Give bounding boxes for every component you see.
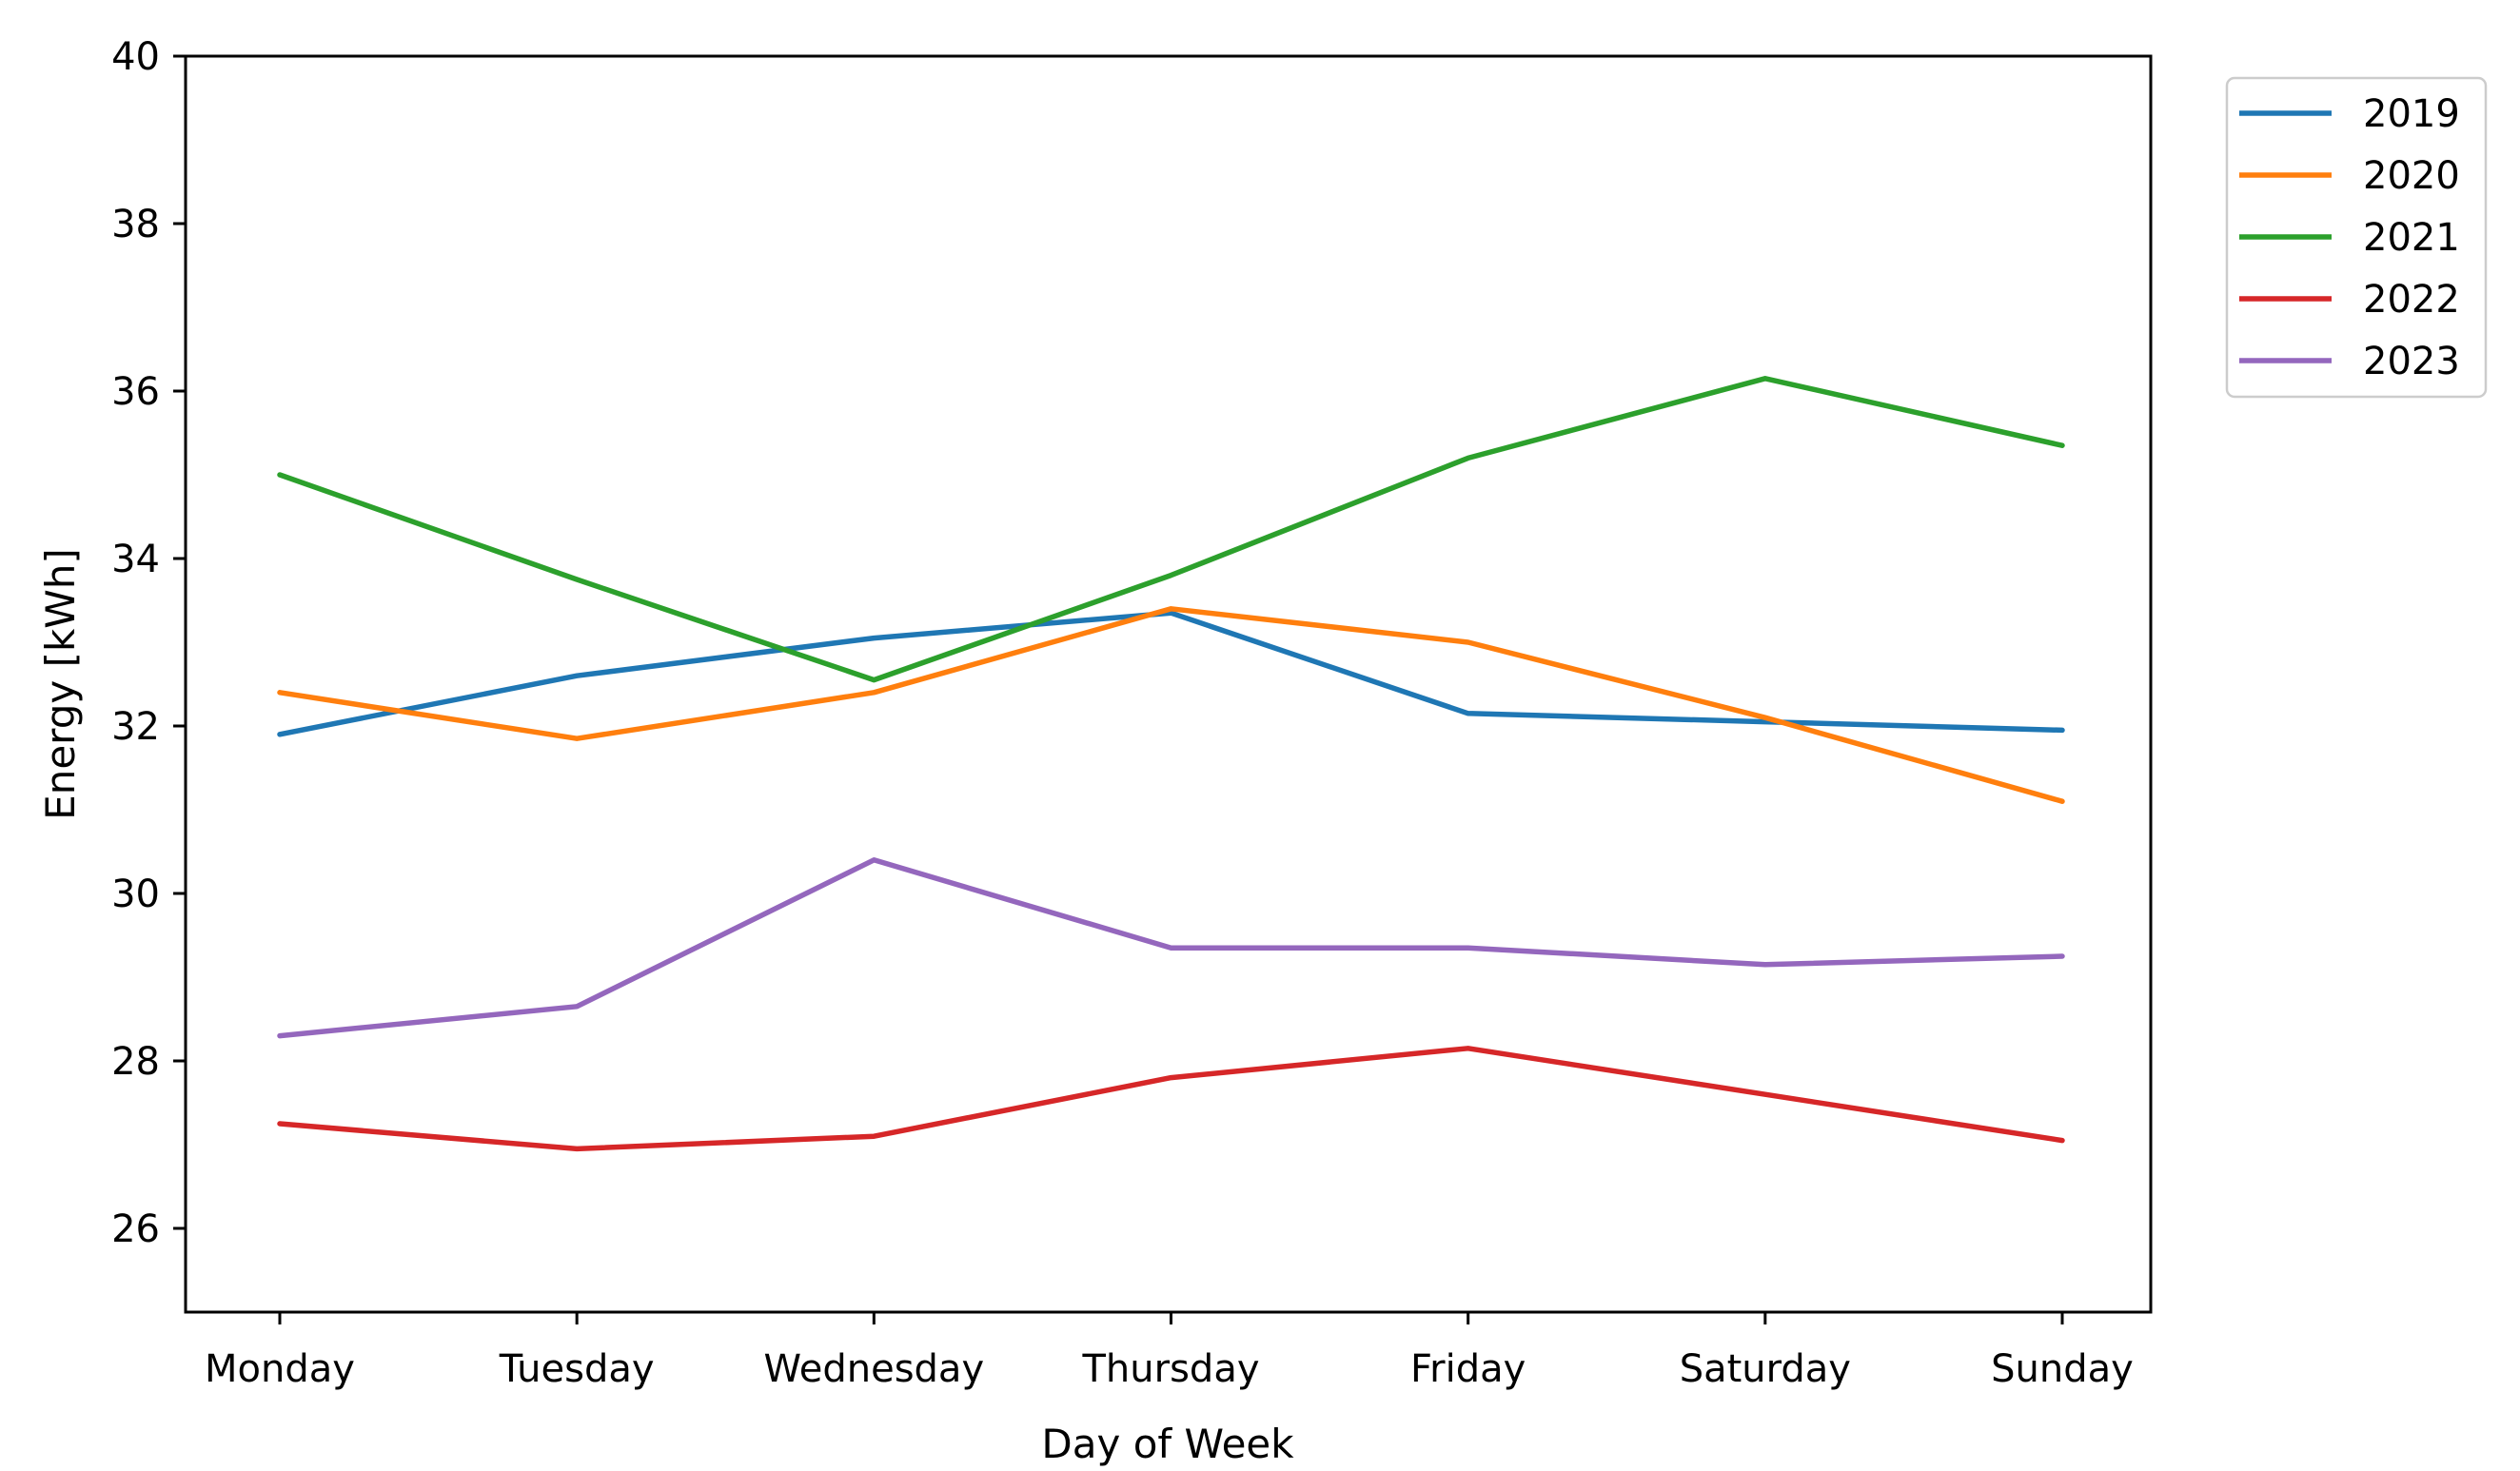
plot-area-border — [184, 54, 2153, 1314]
x-tick-label-tuesday: Tuesday — [499, 1347, 655, 1391]
series-lines — [277, 376, 2065, 1152]
x-tick-label-monday: Monday — [205, 1347, 355, 1391]
legend: 2019 2020 2021 2022 2023 — [2225, 76, 2488, 399]
legend-label-2023: 2023 — [2363, 340, 2460, 383]
legend-entry-2022: 2022 — [2239, 278, 2460, 322]
series-line-2022 — [277, 1046, 2065, 1152]
x-tick-label-thursday: Thursday — [1082, 1347, 1260, 1391]
y-tick-label-30: 30 — [111, 873, 160, 916]
legend-label-2019: 2019 — [2363, 92, 2460, 136]
y-tick-label-38: 38 — [111, 203, 160, 246]
y-axis-ticks: 26 28 30 32 34 36 38 40 — [111, 35, 186, 1251]
legend-entry-2023: 2023 — [2239, 340, 2460, 383]
x-tick-label-sunday: Sunday — [1991, 1347, 2134, 1391]
series-line-2019 — [277, 610, 2065, 737]
y-axis-label: Energy [kWh] — [37, 548, 84, 820]
y-tick-label-26: 26 — [111, 1207, 160, 1251]
legend-label-2022: 2022 — [2363, 278, 2460, 322]
legend-entry-2021: 2021 — [2239, 216, 2460, 260]
legend-label-2020: 2020 — [2363, 154, 2460, 198]
legend-entry-2020: 2020 — [2239, 154, 2460, 198]
y-tick-label-34: 34 — [111, 538, 160, 581]
legend-entry-2019: 2019 — [2239, 92, 2460, 136]
y-tick-label-32: 32 — [111, 705, 160, 749]
series-line-2020 — [277, 606, 2065, 804]
x-tick-label-wednesday: Wednesday — [764, 1347, 985, 1391]
x-tick-label-saturday: Saturday — [1680, 1347, 1851, 1391]
legend-box — [2225, 76, 2488, 399]
y-tick-label-36: 36 — [111, 370, 160, 414]
y-tick-label-40: 40 — [111, 35, 160, 79]
series-line-2021 — [277, 376, 2065, 683]
series-line-2023 — [277, 857, 2065, 1039]
x-tick-label-friday: Friday — [1410, 1347, 1526, 1391]
x-axis-ticks: Monday Tuesday Wednesday Thursday Friday Satu… — [205, 1312, 2134, 1391]
y-tick-label-28: 28 — [111, 1040, 160, 1084]
legend-label-2021: 2021 — [2363, 216, 2460, 260]
x-axis-label: Day of Week — [1041, 1421, 1294, 1467]
